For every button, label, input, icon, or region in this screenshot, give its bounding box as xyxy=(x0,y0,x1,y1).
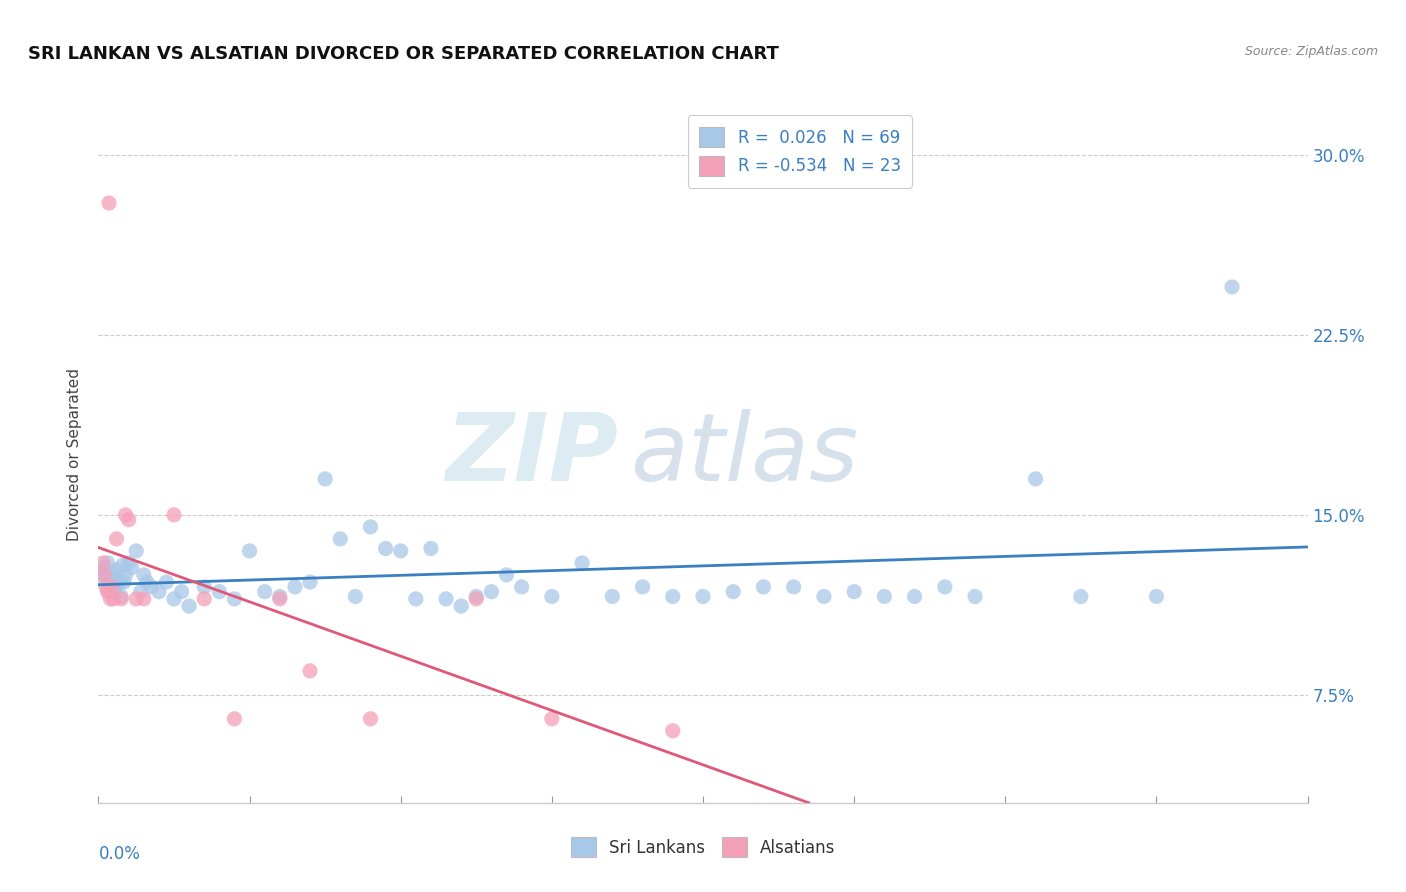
Point xyxy=(481,584,503,599)
Point xyxy=(96,556,118,570)
Point xyxy=(631,580,654,594)
Point xyxy=(110,590,132,604)
Point xyxy=(91,556,114,570)
Point xyxy=(314,472,336,486)
Point xyxy=(661,590,683,604)
Point xyxy=(163,591,186,606)
Point xyxy=(450,599,472,613)
Point xyxy=(813,590,835,604)
Point xyxy=(193,580,215,594)
Point xyxy=(1144,590,1167,604)
Point xyxy=(965,590,987,604)
Point xyxy=(465,590,488,604)
Point xyxy=(844,584,866,599)
Point xyxy=(329,532,352,546)
Point xyxy=(405,591,427,606)
Point xyxy=(100,591,122,606)
Point xyxy=(389,544,412,558)
Point xyxy=(121,560,143,574)
Point xyxy=(465,591,488,606)
Point xyxy=(420,541,443,556)
Point xyxy=(110,591,132,606)
Point xyxy=(98,584,121,599)
Point xyxy=(602,590,624,604)
Point xyxy=(155,575,177,590)
Point xyxy=(934,580,956,594)
Point xyxy=(193,591,215,606)
Point xyxy=(434,591,457,606)
Point xyxy=(125,591,148,606)
Point xyxy=(224,712,246,726)
Point xyxy=(873,590,896,604)
Point xyxy=(103,591,125,606)
Point xyxy=(101,580,124,594)
Point xyxy=(112,575,135,590)
Point xyxy=(170,584,193,599)
Point xyxy=(571,556,593,570)
Text: atlas: atlas xyxy=(630,409,859,500)
Point xyxy=(269,590,291,604)
Point xyxy=(93,567,115,582)
Point xyxy=(692,590,714,604)
Point xyxy=(132,591,155,606)
Point xyxy=(103,570,125,584)
Point xyxy=(179,599,201,613)
Text: ZIP: ZIP xyxy=(446,409,619,501)
Point xyxy=(94,575,117,590)
Point xyxy=(269,591,291,606)
Point xyxy=(904,590,927,604)
Point xyxy=(239,544,262,558)
Point xyxy=(125,544,148,558)
Point xyxy=(208,584,231,599)
Point xyxy=(141,580,163,594)
Point xyxy=(105,563,128,577)
Point xyxy=(118,556,141,570)
Point xyxy=(93,560,115,574)
Point xyxy=(1024,472,1046,486)
Point xyxy=(360,712,382,726)
Point xyxy=(299,664,322,678)
Point xyxy=(111,558,134,573)
Point xyxy=(104,582,127,597)
Point xyxy=(132,567,155,582)
Point xyxy=(114,567,136,582)
Point xyxy=(129,584,152,599)
Y-axis label: Divorced or Separated: Divorced or Separated xyxy=(67,368,83,541)
Point xyxy=(783,580,806,594)
Point xyxy=(100,566,122,580)
Point xyxy=(344,590,367,604)
Point xyxy=(540,590,562,604)
Point xyxy=(96,584,118,599)
Text: Source: ZipAtlas.com: Source: ZipAtlas.com xyxy=(1244,45,1378,58)
Point xyxy=(360,520,382,534)
Point xyxy=(98,196,121,211)
Point xyxy=(135,575,157,590)
Point xyxy=(107,577,129,591)
Point xyxy=(148,584,170,599)
Legend: Sri Lankans, Alsatians: Sri Lankans, Alsatians xyxy=(564,830,842,864)
Point xyxy=(1070,590,1092,604)
Point xyxy=(723,584,745,599)
Point xyxy=(540,712,562,726)
Point xyxy=(108,573,131,587)
Point xyxy=(510,580,533,594)
Point xyxy=(1220,280,1243,294)
Point xyxy=(91,567,114,582)
Point xyxy=(299,575,322,590)
Point xyxy=(101,580,124,594)
Point xyxy=(105,532,128,546)
Point xyxy=(224,591,246,606)
Point xyxy=(114,508,136,522)
Point xyxy=(253,584,276,599)
Point xyxy=(94,580,117,594)
Text: SRI LANKAN VS ALSATIAN DIVORCED OR SEPARATED CORRELATION CHART: SRI LANKAN VS ALSATIAN DIVORCED OR SEPAR… xyxy=(28,45,779,62)
Text: 0.0%: 0.0% xyxy=(98,845,141,863)
Point xyxy=(163,508,186,522)
Point xyxy=(284,580,307,594)
Point xyxy=(374,541,396,556)
Point xyxy=(752,580,775,594)
Point xyxy=(118,513,141,527)
Point xyxy=(495,567,517,582)
Point xyxy=(661,723,683,738)
